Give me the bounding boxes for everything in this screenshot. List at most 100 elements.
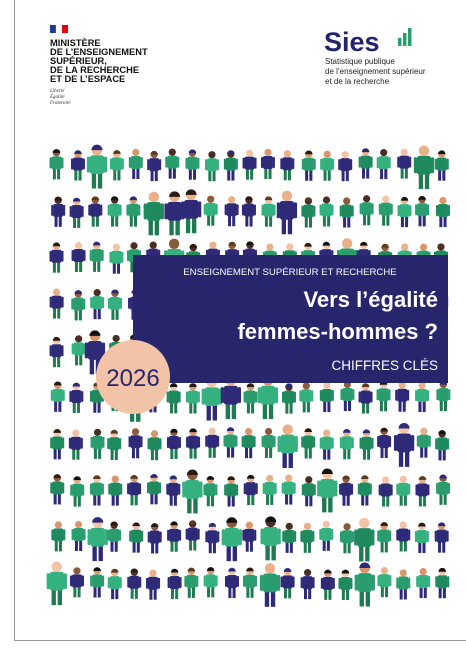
arm	[147, 482, 149, 493]
leg	[59, 216, 62, 227]
torso	[263, 573, 278, 592]
leg	[135, 588, 138, 599]
torso	[362, 437, 372, 450]
arm	[61, 345, 63, 356]
head	[286, 523, 293, 530]
leg	[175, 541, 178, 552]
torso	[184, 200, 199, 219]
arm	[436, 205, 438, 216]
arm	[313, 437, 315, 448]
arm	[408, 529, 410, 540]
leg	[343, 448, 346, 459]
arm	[301, 577, 303, 588]
arm	[277, 202, 280, 218]
leg	[348, 542, 351, 553]
arm	[236, 204, 238, 215]
torso	[398, 483, 408, 496]
arm	[360, 203, 362, 214]
leg	[251, 587, 254, 598]
leg	[75, 354, 78, 365]
arm	[242, 436, 244, 447]
leg	[189, 448, 192, 459]
leg	[366, 591, 370, 607]
torso	[417, 530, 427, 543]
head	[73, 567, 80, 574]
torso	[398, 576, 408, 589]
arm	[108, 298, 110, 309]
leg	[327, 540, 330, 551]
logo-bar	[403, 33, 407, 46]
arm	[331, 204, 333, 215]
leg	[76, 449, 79, 460]
arm	[340, 531, 342, 542]
arm	[167, 530, 169, 541]
head	[401, 148, 408, 155]
torso	[149, 158, 159, 171]
leg	[323, 449, 326, 460]
leg	[136, 447, 139, 458]
arm	[447, 159, 449, 170]
torso	[170, 576, 180, 589]
leg	[444, 494, 447, 505]
arm	[70, 485, 72, 496]
arm	[302, 159, 304, 170]
arm	[282, 483, 284, 494]
leg	[75, 261, 78, 272]
arm	[198, 201, 201, 217]
leg	[77, 217, 80, 228]
arm	[90, 576, 92, 587]
arm	[396, 484, 398, 495]
leg	[343, 217, 346, 228]
arm	[370, 157, 372, 168]
leg	[115, 588, 118, 599]
arm	[351, 206, 353, 217]
torso	[323, 577, 333, 590]
arm	[312, 531, 314, 542]
leg	[98, 173, 102, 189]
arm	[182, 481, 185, 497]
leg	[154, 589, 157, 600]
arm	[436, 389, 438, 400]
leg	[290, 542, 293, 553]
leg	[193, 169, 196, 180]
leg	[365, 495, 368, 506]
head	[75, 335, 82, 342]
leg	[399, 401, 402, 412]
head	[285, 474, 292, 481]
leg	[169, 168, 172, 179]
leg	[115, 449, 118, 460]
leg	[94, 448, 97, 459]
arm	[278, 528, 281, 544]
leg	[90, 358, 94, 374]
arm	[138, 205, 140, 216]
leg	[193, 497, 197, 513]
arm	[242, 530, 244, 541]
arm	[61, 297, 63, 308]
arm	[126, 205, 128, 216]
leg	[269, 168, 272, 179]
leg	[227, 170, 230, 181]
arm	[139, 483, 141, 494]
leg	[289, 494, 292, 505]
leg	[113, 169, 116, 180]
arm	[127, 483, 129, 494]
leg	[73, 586, 76, 597]
leg	[187, 497, 191, 513]
leg	[136, 168, 139, 179]
leg	[348, 400, 351, 411]
torso	[283, 575, 293, 588]
leg	[385, 586, 388, 597]
torso	[112, 157, 122, 170]
arm	[71, 159, 73, 170]
arm	[294, 202, 297, 218]
head	[400, 569, 407, 576]
arm	[82, 485, 84, 496]
kicker: ENSEIGNEMENT SUPÉRIEUR ET RECHERCHE	[183, 267, 396, 278]
leg	[265, 591, 269, 607]
leg	[79, 354, 82, 365]
torso	[52, 250, 62, 263]
arm	[181, 201, 184, 217]
torso	[169, 529, 179, 542]
leg	[93, 261, 96, 272]
arm	[429, 436, 431, 447]
